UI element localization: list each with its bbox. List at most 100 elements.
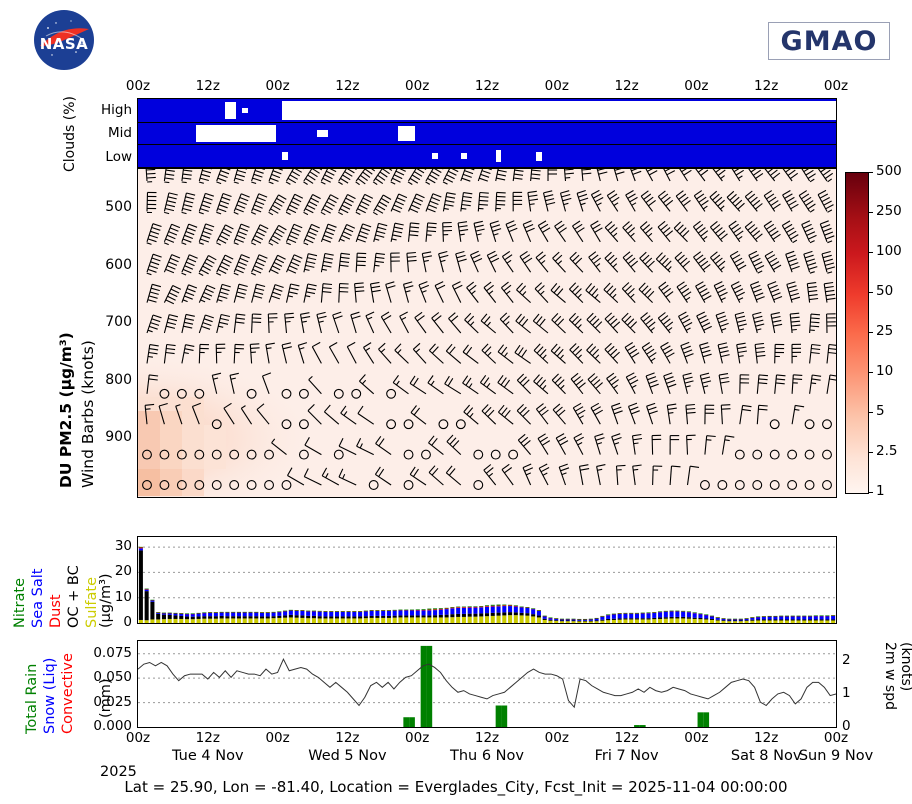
nasa-wordmark: NASA <box>40 35 89 53</box>
aerosol-bar-segment <box>173 613 178 616</box>
aerosol-bar-segment <box>744 620 749 621</box>
wind-barb-full <box>568 312 576 321</box>
colorbar-tick <box>868 452 873 453</box>
aerosol-bar-segment <box>709 616 714 619</box>
wind-barb-calm <box>822 419 832 430</box>
wind-barb-half <box>631 384 637 389</box>
wind-barb-full <box>730 223 739 230</box>
wind-barb-full <box>782 190 791 196</box>
wind-barb-calm <box>211 449 222 460</box>
wind-barb <box>198 314 206 334</box>
wind-barb-full <box>807 282 817 285</box>
wind-barb <box>739 405 744 425</box>
wind-barb-full <box>577 409 586 416</box>
wind-barb <box>434 285 444 303</box>
wind-barb <box>473 223 479 242</box>
wind-barb-full <box>611 196 620 203</box>
wind-barb-full <box>393 204 403 210</box>
colorbar-tick <box>868 332 873 333</box>
wind-barb-full <box>396 197 406 202</box>
wind-barb-full <box>393 226 404 230</box>
wind-barb-full <box>824 172 834 179</box>
aerosol-bar-segment <box>438 614 443 618</box>
wind-barb-calm <box>438 419 449 430</box>
windspeed-axis-title-line1: 2m w spd <box>882 642 898 710</box>
wind-barb <box>356 445 374 456</box>
wind-barb-full <box>186 192 196 196</box>
wind-barb-full <box>165 173 175 176</box>
du-pm25-wind-barbs-panel[interactable] <box>137 168 837 498</box>
wind-barb-full <box>588 285 596 294</box>
wind-barb-full <box>649 410 658 415</box>
wind-barb <box>285 224 295 243</box>
clouds-panel[interactable] <box>137 98 837 168</box>
wind-barb-half <box>308 375 313 381</box>
aerosol-bar-segment <box>213 612 218 617</box>
aerosol-bar-segment <box>156 619 161 623</box>
wind-barb <box>481 410 497 425</box>
wind-barb-full <box>767 169 774 173</box>
wind-barb-half <box>613 384 618 389</box>
wind-barb-full <box>645 318 654 325</box>
aerosol-bar-segment <box>421 617 426 623</box>
wind-barb-full <box>683 376 693 380</box>
wind-barb-full <box>287 208 297 214</box>
aerosol-bar-segment <box>248 618 253 623</box>
wind-barb-full <box>627 375 637 381</box>
aerosol-bar-segment <box>190 613 195 614</box>
wind-barb-full <box>504 254 513 261</box>
aerosol-bar-segment <box>260 612 265 617</box>
wind-barb-full <box>744 220 753 228</box>
wind-barb-full <box>375 234 385 238</box>
aerosol-composition-panel[interactable] <box>137 536 837 624</box>
wind-barb-full <box>414 197 424 202</box>
wind-barb-full <box>726 190 735 198</box>
aerosol-bar-segment <box>513 615 518 623</box>
wind-barb-full <box>755 172 764 179</box>
wind-barb-full <box>569 251 577 259</box>
wind-barb <box>163 344 168 364</box>
wind-barb-full <box>747 224 756 231</box>
du-pm25-colorbar[interactable] <box>845 172 869 494</box>
nasa-logo: NASA <box>34 10 94 70</box>
wind-barb-full <box>521 318 529 327</box>
aerosol-bar-segment <box>508 605 513 607</box>
wind-barb <box>303 253 309 273</box>
wind-barb-full <box>595 382 603 389</box>
wind-barb-full <box>808 294 818 297</box>
wind-barb-full <box>236 265 246 270</box>
wind-barb <box>657 317 671 334</box>
aerosol-bar-segment <box>508 612 513 616</box>
wind-barb-full <box>483 464 492 471</box>
wind-barb-full <box>558 227 567 234</box>
wind-barb-full <box>322 208 331 214</box>
windspeed-axis-title: 2m w spd (knots) <box>882 640 912 730</box>
wind-barb-full <box>465 377 472 386</box>
aerosol-bar-segment <box>138 550 143 620</box>
cloud-row-label: Low <box>105 148 132 165</box>
wind-barb-full <box>412 342 421 350</box>
windspeed-line <box>138 658 836 709</box>
aerosol-bar-segment <box>790 616 795 620</box>
wind-barb-full <box>168 317 178 322</box>
wind-barb-full <box>206 284 216 290</box>
aerosol-bar-segment <box>813 615 818 620</box>
wind-barb <box>515 320 531 334</box>
time-tick-label: 00z <box>265 78 290 94</box>
wind-barb <box>233 223 242 242</box>
precip-bar <box>495 705 502 727</box>
wind-barb-full <box>660 341 669 348</box>
wind-barb-full <box>695 254 704 261</box>
precip-windspeed-panel[interactable] <box>137 640 837 728</box>
aerosol-bar-segment <box>335 616 340 619</box>
wind-barb-full <box>679 227 687 235</box>
aerosol-bar-segment <box>438 608 443 610</box>
aerosol-bar-segment <box>634 613 639 619</box>
wind-barb-full <box>616 464 626 467</box>
wind-barb-half <box>175 404 181 407</box>
wind-barb-full <box>221 196 231 201</box>
aerosol-bar-segment <box>819 615 824 620</box>
wind-barb <box>324 411 340 425</box>
wind-barb <box>604 349 619 364</box>
wind-barb <box>406 253 410 273</box>
